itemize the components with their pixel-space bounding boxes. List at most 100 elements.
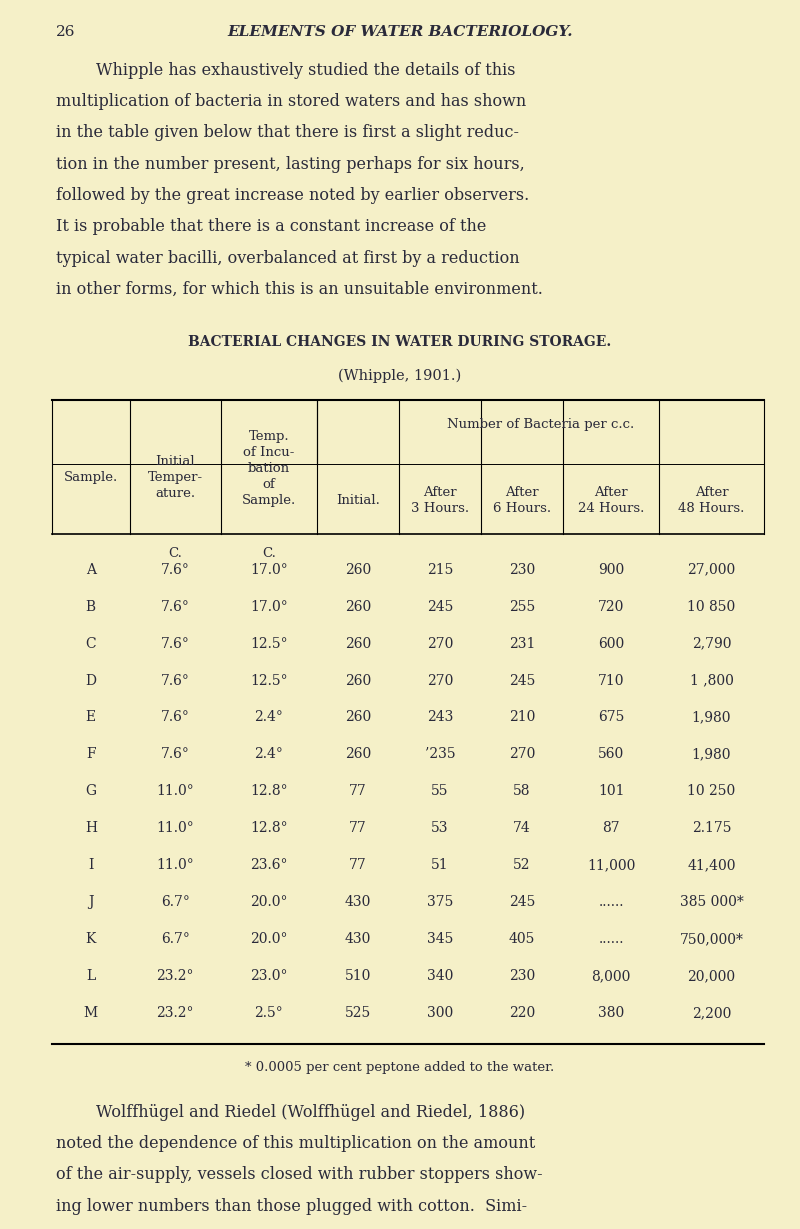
Text: 260: 260 xyxy=(345,747,371,762)
Text: 380: 380 xyxy=(598,1005,624,1020)
Text: 260: 260 xyxy=(345,637,371,650)
Text: 675: 675 xyxy=(598,710,624,724)
Text: 245: 245 xyxy=(509,895,535,909)
Text: 231: 231 xyxy=(509,637,535,650)
Text: 260: 260 xyxy=(345,673,371,687)
Text: 1 ,800: 1 ,800 xyxy=(690,673,734,687)
Text: 26: 26 xyxy=(56,25,75,38)
Text: 2.4°: 2.4° xyxy=(254,747,283,762)
Text: C: C xyxy=(86,637,96,650)
Text: 23.2°: 23.2° xyxy=(157,968,194,983)
Text: After
24 Hours.: After 24 Hours. xyxy=(578,485,644,515)
Text: 375: 375 xyxy=(426,895,453,909)
Text: 7.6°: 7.6° xyxy=(161,747,190,762)
Text: 77: 77 xyxy=(349,784,366,799)
Text: noted the dependence of this multiplication on the amount: noted the dependence of this multiplicat… xyxy=(56,1134,535,1152)
Text: 55: 55 xyxy=(431,784,449,799)
Text: H: H xyxy=(85,821,97,836)
Text: 27,000: 27,000 xyxy=(687,563,736,576)
Text: 2,200: 2,200 xyxy=(692,1005,731,1020)
Text: 430: 430 xyxy=(345,895,371,909)
Text: After
6 Hours.: After 6 Hours. xyxy=(493,485,551,515)
Text: 720: 720 xyxy=(598,600,624,613)
Text: 525: 525 xyxy=(345,1005,371,1020)
Text: Wolffhügel and Riedel (Wolffhügel and Riedel, 1886): Wolffhügel and Riedel (Wolffhügel and Ri… xyxy=(96,1104,525,1121)
Text: Whipple has exhaustively studied the details of this: Whipple has exhaustively studied the det… xyxy=(96,61,515,79)
Text: 270: 270 xyxy=(509,747,535,762)
Text: 12.8°: 12.8° xyxy=(250,821,288,836)
Text: 2.175: 2.175 xyxy=(692,821,731,836)
Text: * 0.0005 per cent peptone added to the water.: * 0.0005 per cent peptone added to the w… xyxy=(246,1061,554,1074)
Text: 17.0°: 17.0° xyxy=(250,600,288,613)
Text: 11,000: 11,000 xyxy=(587,858,635,873)
Text: 17.0°: 17.0° xyxy=(250,563,288,576)
Text: 11.0°: 11.0° xyxy=(156,858,194,873)
Text: 7.6°: 7.6° xyxy=(161,710,190,724)
Text: 20,000: 20,000 xyxy=(687,968,735,983)
Text: 7.6°: 7.6° xyxy=(161,637,190,650)
Text: Temp.
of Incu-
bation
of
Sample.: Temp. of Incu- bation of Sample. xyxy=(242,430,296,508)
Text: 51: 51 xyxy=(431,858,449,873)
Text: 2.5°: 2.5° xyxy=(254,1005,283,1020)
Text: C.: C. xyxy=(168,547,182,560)
Text: ......: ...... xyxy=(598,895,624,909)
Text: 20.0°: 20.0° xyxy=(250,932,287,946)
Text: 6.7°: 6.7° xyxy=(161,895,190,909)
Text: 750,000*: 750,000* xyxy=(679,932,743,946)
Text: 210: 210 xyxy=(509,710,535,724)
Text: 345: 345 xyxy=(426,932,453,946)
Text: 7.6°: 7.6° xyxy=(161,563,190,576)
Text: 255: 255 xyxy=(509,600,535,613)
Text: 8,000: 8,000 xyxy=(591,968,630,983)
Text: 7.6°: 7.6° xyxy=(161,600,190,613)
Text: 560: 560 xyxy=(598,747,624,762)
Text: 41,400: 41,400 xyxy=(687,858,736,873)
Text: typical water bacilli, overbalanced at first by a reduction: typical water bacilli, overbalanced at f… xyxy=(56,249,520,267)
Text: 245: 245 xyxy=(509,673,535,687)
Text: 74: 74 xyxy=(514,821,531,836)
Text: 430: 430 xyxy=(345,932,371,946)
Text: 900: 900 xyxy=(598,563,624,576)
Text: 7.6°: 7.6° xyxy=(161,673,190,687)
Text: J: J xyxy=(88,895,94,909)
Text: After
3 Hours.: After 3 Hours. xyxy=(411,485,469,515)
Text: ing lower numbers than those plugged with cotton.  Simi-: ing lower numbers than those plugged wit… xyxy=(56,1197,527,1214)
Text: 260: 260 xyxy=(345,600,371,613)
Text: 77: 77 xyxy=(349,821,366,836)
Text: 12.8°: 12.8° xyxy=(250,784,288,799)
Text: 58: 58 xyxy=(514,784,531,799)
Text: D: D xyxy=(86,673,96,687)
Text: 710: 710 xyxy=(598,673,624,687)
Text: F: F xyxy=(86,747,96,762)
Text: C.: C. xyxy=(262,547,276,560)
Text: 300: 300 xyxy=(427,1005,453,1020)
Text: Initial.: Initial. xyxy=(336,494,380,506)
Text: 270: 270 xyxy=(426,637,453,650)
Text: Sample.: Sample. xyxy=(64,472,118,484)
Text: 53: 53 xyxy=(431,821,449,836)
Text: M: M xyxy=(84,1005,98,1020)
Text: Initial
Temper-
ature.: Initial Temper- ature. xyxy=(148,456,202,500)
Text: 243: 243 xyxy=(426,710,453,724)
Text: 385 000*: 385 000* xyxy=(680,895,743,909)
Text: 2,790: 2,790 xyxy=(692,637,731,650)
Text: 77: 77 xyxy=(349,858,366,873)
Text: 2.4°: 2.4° xyxy=(254,710,283,724)
Text: 510: 510 xyxy=(345,968,371,983)
Text: 10 850: 10 850 xyxy=(687,600,736,613)
Text: 12.5°: 12.5° xyxy=(250,637,288,650)
Text: 230: 230 xyxy=(509,563,535,576)
Text: 23.6°: 23.6° xyxy=(250,858,287,873)
Text: 215: 215 xyxy=(426,563,453,576)
Text: 6.7°: 6.7° xyxy=(161,932,190,946)
Text: 11.0°: 11.0° xyxy=(156,784,194,799)
Text: in the table given below that there is first a slight reduc-: in the table given below that there is f… xyxy=(56,124,519,141)
Text: L: L xyxy=(86,968,95,983)
Text: ’235: ’235 xyxy=(425,747,455,762)
Text: I: I xyxy=(88,858,94,873)
Text: 600: 600 xyxy=(598,637,624,650)
Text: in other forms, for which this is an unsuitable environment.: in other forms, for which this is an uns… xyxy=(56,281,543,297)
Text: 340: 340 xyxy=(426,968,453,983)
Text: A: A xyxy=(86,563,96,576)
Text: (Whipple, 1901.): (Whipple, 1901.) xyxy=(338,369,462,382)
